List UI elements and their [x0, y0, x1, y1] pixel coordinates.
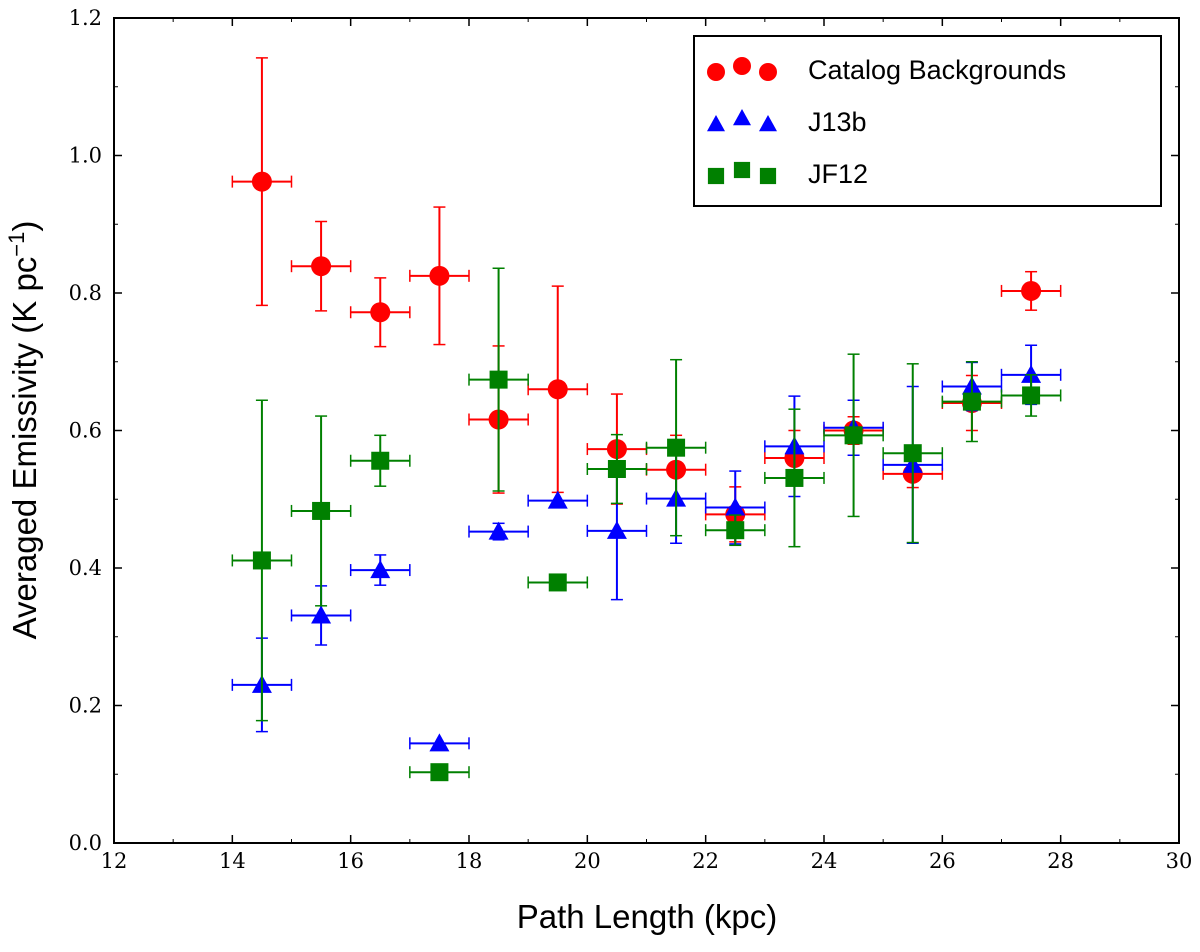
data-point	[725, 497, 746, 516]
data-point	[667, 438, 686, 457]
data-point	[252, 551, 271, 570]
data-point	[547, 490, 568, 509]
data-point	[430, 763, 449, 782]
data-point	[370, 560, 391, 579]
legend-label: J13b	[808, 107, 867, 137]
y-axis-label-main: Averaged Emissivity (K pc	[6, 257, 43, 640]
y-tick-label: 0.8	[69, 281, 102, 305]
axes-layer: 12 14 16 18 20 22 24 26 28 30 0.0 0.2 0.4 0.6 0.8 1.0 1.…	[69, 6, 1193, 873]
data-point	[548, 573, 567, 592]
data-point	[547, 379, 568, 400]
x-tick-label: 22	[692, 849, 719, 873]
legend-entry: J13b	[707, 107, 867, 137]
x-tick-label: 12	[101, 849, 128, 873]
plot-layer	[231, 57, 1062, 782]
data-point	[311, 256, 332, 277]
y-axis-label-close: )	[6, 221, 43, 232]
y-tick-label: 1.0	[69, 144, 102, 168]
data-point	[488, 521, 509, 540]
legend-marker	[707, 167, 725, 185]
data-point	[903, 444, 922, 463]
legend-marker	[759, 167, 777, 185]
y-tick-label: 0.6	[69, 419, 102, 443]
data-point	[1021, 280, 1042, 301]
x-tick-label: 20	[574, 849, 601, 873]
x-tick-label: 16	[337, 849, 364, 873]
data-point	[1021, 364, 1042, 383]
data-point	[1022, 386, 1041, 405]
x-tick-label: 14	[219, 849, 246, 873]
legend-marker	[759, 63, 777, 81]
x-tick-label: 30	[1166, 849, 1193, 873]
y-tick-label: 1.2	[69, 6, 102, 30]
y-tick-label: 0.4	[69, 556, 102, 580]
data-point	[370, 302, 391, 323]
x-tick-label: 24	[811, 849, 838, 873]
data-point	[844, 426, 863, 445]
y-axis-label: Averaged Emissivity (K pc−1)	[4, 221, 43, 640]
data-point	[429, 733, 450, 752]
x-tick-label: 26	[929, 849, 956, 873]
legend-label: Catalog Backgrounds	[808, 55, 1066, 85]
data-point	[251, 171, 272, 192]
y-axis-label-exponent: −1	[4, 232, 29, 257]
data-point	[606, 520, 627, 539]
legend-marker	[733, 109, 751, 126]
data-point	[371, 451, 390, 470]
series-square	[231, 267, 1062, 782]
data-point	[962, 392, 981, 411]
x-axis-label: Path Length (kpc)	[517, 898, 778, 935]
y-tick-label: 0.0	[69, 831, 102, 855]
legend-marker	[733, 57, 751, 75]
legend: Catalog Backgrounds J13b JF12	[693, 35, 1162, 207]
data-point	[311, 605, 332, 624]
series-circle	[231, 57, 1062, 543]
legend-marker	[759, 115, 777, 132]
legend-marker	[707, 63, 725, 81]
legend-label: JF12	[808, 159, 868, 189]
data-point	[726, 521, 745, 540]
legend-marker	[733, 161, 751, 179]
y-tick-label: 0.2	[69, 694, 102, 718]
x-tick-label: 18	[456, 849, 483, 873]
data-point	[607, 460, 626, 478]
data-point	[312, 501, 331, 520]
x-tick-label: 28	[1047, 849, 1074, 873]
legend-marker	[707, 115, 725, 132]
series-triangle	[231, 344, 1062, 752]
data-point	[429, 265, 450, 286]
legend-entry: JF12	[707, 159, 868, 189]
data-point	[489, 370, 508, 389]
legend-entry: Catalog Backgrounds	[707, 55, 1066, 85]
data-point	[785, 468, 804, 487]
